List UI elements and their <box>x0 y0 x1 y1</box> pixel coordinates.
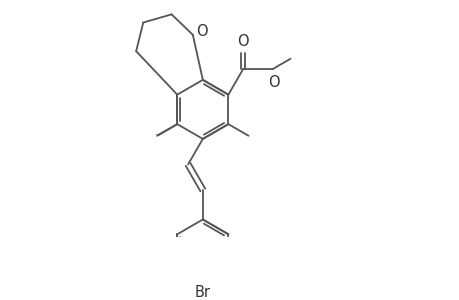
Text: O: O <box>237 34 248 49</box>
Text: O: O <box>268 74 280 89</box>
Text: O: O <box>196 24 207 39</box>
Text: methyl: methyl <box>156 134 161 135</box>
Text: Br: Br <box>195 286 210 300</box>
